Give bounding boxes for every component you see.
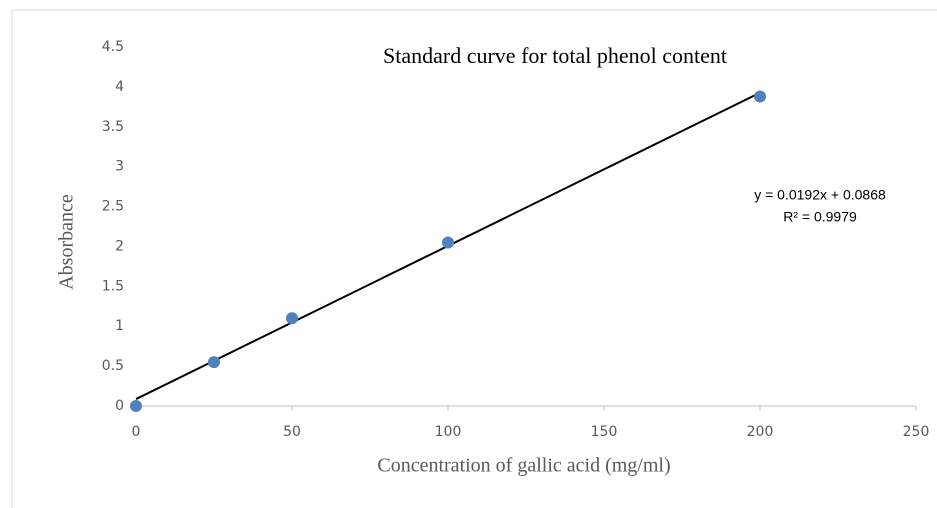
y-tick-label: 4 (115, 79, 124, 95)
y-tick-label: 4.5 (102, 39, 124, 55)
x-tick-label: 50 (283, 424, 301, 440)
y-tick-label: 3 (115, 159, 124, 175)
x-tick-label: 250 (903, 424, 930, 440)
y-axis-label: Absorbance (56, 194, 78, 290)
x-tick-label: 0 (132, 424, 141, 440)
y-tick-label: 2.5 (102, 199, 124, 215)
y-tick-label: 1 (115, 318, 124, 334)
y-tick-label: 0 (115, 398, 124, 414)
data-point (286, 312, 298, 325)
y-tick-label: 3.5 (102, 119, 124, 135)
equation: y = 0.0192x + 0.0868 (754, 187, 886, 203)
x-tick-label: 150 (591, 424, 618, 440)
x-tick-label: 100 (435, 424, 462, 440)
x-axis-label: Concentration of gallic acid (mg/ml) (377, 455, 670, 477)
r-squared: R² = 0.9979 (783, 209, 857, 225)
y-tick-label: 2 (115, 238, 124, 254)
chart-title: Standard curve for total phenol content (383, 43, 727, 68)
data-point (208, 356, 220, 369)
data-point (130, 400, 142, 412)
data-point (442, 236, 454, 249)
data-point (754, 90, 766, 103)
y-tick-label: 1.5 (102, 278, 124, 294)
y-tick-label: 0.5 (102, 358, 124, 374)
x-tick-label: 200 (747, 424, 774, 440)
